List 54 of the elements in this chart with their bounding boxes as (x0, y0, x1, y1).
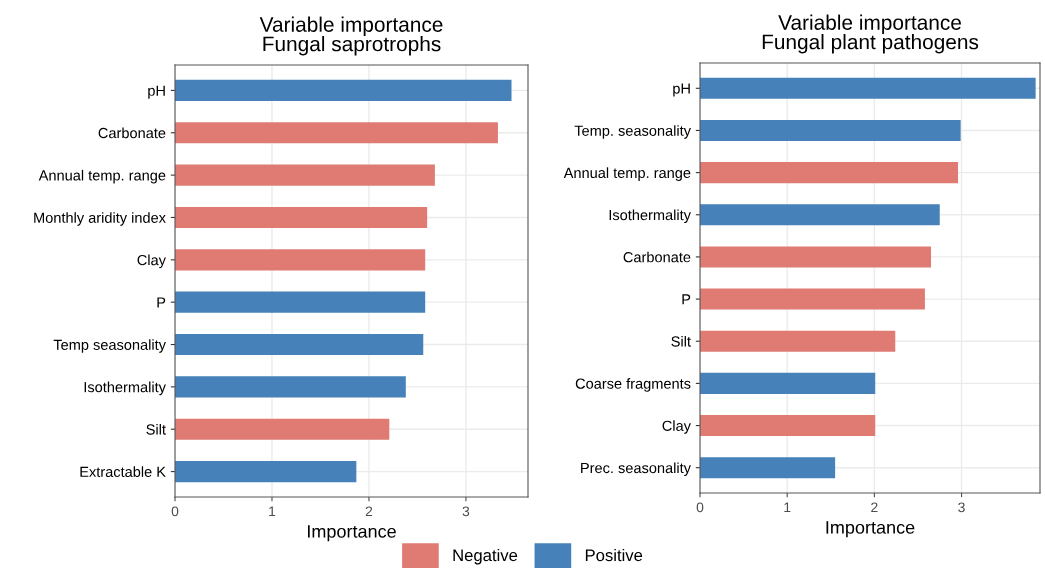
y-tick-label: Clay (137, 254, 166, 269)
bar (700, 288, 925, 310)
y-tick-label: Temp. seasonality (574, 125, 691, 139)
bar (700, 246, 932, 268)
y-tick-label: pH (673, 83, 690, 97)
y-tick-label: Carbonate (98, 127, 166, 139)
bar (175, 291, 426, 313)
bar (700, 77, 1036, 99)
bar (700, 119, 961, 141)
y-tick-label: Monthly aridity index (34, 212, 166, 226)
bar (700, 204, 940, 226)
bar (700, 330, 896, 352)
bar (175, 164, 435, 186)
bar (175, 418, 390, 440)
y-tick-label: Annual temp. range (563, 167, 691, 181)
y-tick-label: Isothermality (84, 381, 166, 396)
bar (175, 461, 357, 483)
x-tick-label: 0 (171, 506, 179, 517)
y-tick-label: Temp seasonality (53, 339, 166, 353)
x-tick-label: 1 (269, 506, 276, 517)
legend-label: Positive (585, 548, 643, 562)
x-axis-title: Importance (308, 525, 396, 542)
y-tick-label: P (682, 294, 691, 305)
bar (175, 376, 406, 398)
x-tick-label: 3 (958, 502, 965, 513)
y-tick-label: Carbonate (623, 251, 691, 263)
y-tick-label: Annual temp. range (38, 169, 166, 184)
bar (175, 79, 512, 101)
legend-label: Negative (453, 548, 518, 565)
y-tick-label: Isothermality (609, 209, 691, 224)
x-tick-label: 3 (462, 506, 470, 517)
bar (175, 122, 498, 144)
bar (700, 372, 876, 394)
x-tick-label: 2 (871, 502, 878, 513)
bar (175, 333, 424, 356)
chart-title: Variable importance Fungal saprotrophs (259, 16, 443, 56)
chart-title: Variable importance Fungal plant pathogens (762, 14, 979, 54)
bar (700, 162, 959, 184)
x-axis-title: Importance (826, 521, 915, 538)
bar (700, 415, 876, 437)
x-tick-label: 1 (784, 502, 791, 513)
y-tick-label: Coarse fragments (575, 378, 691, 392)
y-tick-label: Extractable K (80, 466, 166, 478)
x-tick-label: 2 (365, 506, 373, 517)
y-tick-label: Silt (671, 335, 691, 347)
bar (175, 249, 426, 271)
y-tick-label: P (157, 297, 166, 308)
bar (175, 206, 428, 229)
y-tick-label: Clay (662, 420, 691, 434)
y-tick-label: Prec. seasonality (581, 462, 691, 477)
y-tick-label: Silt (146, 423, 166, 435)
x-tick-label: 0 (696, 502, 704, 513)
bar (700, 457, 836, 479)
y-tick-label: pH (148, 85, 165, 99)
